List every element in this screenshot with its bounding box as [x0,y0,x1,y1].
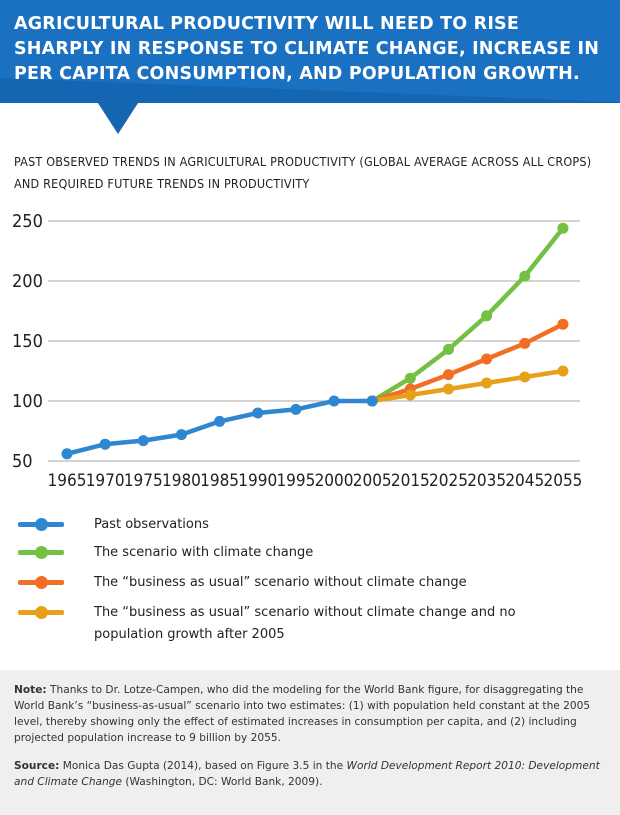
x-tick-label: 1975 [124,471,163,491]
x-tick-label: 1970 [86,471,125,491]
headline: AGRICULTURAL PRODUCTIVITY WILL NEED TO R… [14,14,600,84]
data-point [443,343,454,355]
data-point [290,403,302,415]
chart-title: PAST OBSERVED TRENDS IN AGRICULTURAL PRO… [14,154,592,191]
source-label: Source: [14,760,60,772]
legend-label: The scenario with climate change [94,545,314,560]
data-point [366,395,378,407]
x-tick-label: 2025 [429,471,468,491]
data-point [519,371,531,383]
data-point [519,337,531,349]
line-chart: 50 100 150 200 250 1965 1970 1975 1980 1985 1990 19… [12,211,582,491]
note-text: Thanks to Dr. Lotze-Campen, who did the … [14,684,591,744]
x-tick-label: 2055 [543,471,582,491]
data-point [519,270,531,282]
legend-swatch-marker [35,576,48,589]
data-point [481,310,493,322]
y-tick-label: 250 [12,211,43,232]
y-tick-label: 150 [12,331,43,352]
data-point [328,395,340,407]
x-tick-label: 1980 [162,471,201,491]
source-title: World Development Report 2010: Developme… [14,760,600,788]
series-line [369,321,566,404]
x-tick-label: 1995 [276,471,315,491]
legend-swatch-marker [35,546,48,559]
series-line [64,398,375,457]
banner-shape [0,0,620,134]
data-point [404,372,416,384]
x-tick-label: 2035 [467,471,506,491]
note-label: Note: [14,684,47,696]
series-line [369,368,566,404]
x-tick-label: 1990 [238,471,277,491]
series-line [369,225,566,404]
data-point [214,415,226,427]
x-tick-label: 2015 [391,471,430,491]
data-point [61,448,73,460]
y-tick-label: 50 [12,451,33,472]
data-point [404,389,416,401]
x-tick-label: 1965 [48,471,87,491]
x-tick-label: 2045 [505,471,544,491]
data-point [481,353,493,365]
data-point [443,383,454,395]
note-paragraph: Note: Thanks to Dr. Lotze-Campen, who di… [14,682,609,746]
data-point [557,222,569,234]
source-paragraph: Source: Monica Das Gupta (2014), based o… [14,758,609,790]
legend-swatch-marker [35,518,48,531]
source-text: Monica Das Gupta (2014), based on Figure… [62,760,344,772]
data-point [175,429,187,441]
source-publisher: (Washington, DC: World Bank, 2009). [125,776,323,788]
data-point [137,435,149,447]
y-tick-label: 100 [12,391,43,412]
header-banner: AGRICULTURAL PRODUCTIVITY WILL NEED TO R… [0,0,620,140]
x-tick-label: 1985 [200,471,239,491]
data-point [99,438,111,450]
notes-panel: Note: Thanks to Dr. Lotze-Campen, who di… [0,670,620,815]
y-tick-label: 200 [12,271,43,292]
data-point [443,369,454,381]
data-point [557,318,569,330]
legend-swatch-marker [35,606,48,619]
data-point [252,407,264,419]
legend-label: The “business as usual” scenario without… [94,575,467,590]
data-point [481,377,493,389]
data-point [557,365,569,377]
legend-label: The “business as usual” scenario without… [94,605,516,642]
x-tick-label: 2000 [315,471,354,491]
x-tick-label: 2005 [353,471,392,491]
legend-label: Past observations [94,517,209,532]
